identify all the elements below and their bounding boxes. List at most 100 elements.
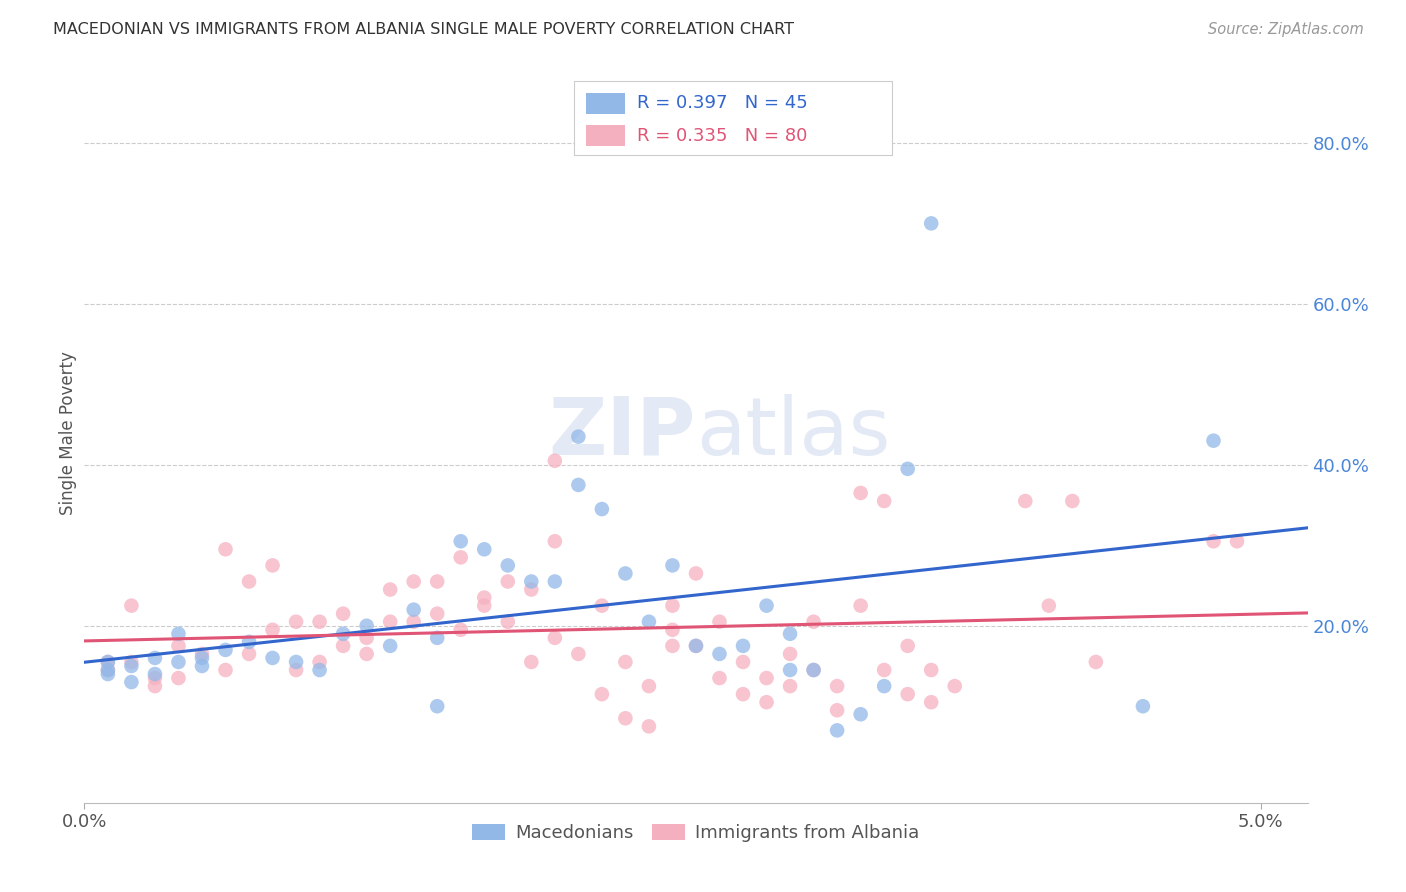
Point	[614, 711, 637, 725]
Point	[143, 651, 166, 665]
Point	[849, 707, 872, 722]
Point	[426, 607, 449, 621]
Point	[402, 615, 425, 629]
Point	[285, 663, 308, 677]
Point	[825, 723, 848, 738]
Point	[920, 695, 942, 709]
Point	[779, 679, 801, 693]
Point	[873, 494, 896, 508]
Point	[191, 659, 214, 673]
Point	[920, 663, 942, 677]
Point	[897, 462, 920, 476]
Legend: Macedonians, Immigrants from Albania: Macedonians, Immigrants from Albania	[465, 816, 927, 849]
Point	[544, 574, 567, 589]
Point	[450, 534, 472, 549]
Point	[120, 655, 142, 669]
Point	[167, 671, 190, 685]
Point	[685, 566, 707, 581]
Point	[214, 643, 236, 657]
Point	[1038, 599, 1060, 613]
Point	[709, 647, 731, 661]
Point	[262, 651, 284, 665]
Point	[591, 502, 613, 516]
Point	[97, 663, 120, 677]
Point	[544, 534, 567, 549]
Point	[897, 639, 920, 653]
Point	[472, 542, 495, 557]
Point	[779, 647, 801, 661]
Point	[332, 639, 354, 653]
Text: ZIP: ZIP	[548, 393, 696, 472]
Point	[661, 623, 683, 637]
Point	[285, 615, 308, 629]
Point	[591, 599, 613, 613]
Point	[755, 695, 778, 709]
Point	[308, 615, 330, 629]
Point	[661, 558, 683, 573]
Point	[262, 558, 284, 573]
Point	[779, 627, 801, 641]
Point	[779, 663, 801, 677]
Point	[496, 615, 519, 629]
Point	[567, 647, 589, 661]
Point	[308, 663, 330, 677]
Point	[167, 627, 190, 641]
Point	[143, 671, 166, 685]
Point	[849, 486, 872, 500]
Text: R = 0.397   N = 45: R = 0.397 N = 45	[637, 95, 808, 112]
Point	[614, 655, 637, 669]
Point	[308, 655, 330, 669]
Point	[567, 478, 589, 492]
FancyBboxPatch shape	[586, 93, 626, 113]
Point	[238, 574, 260, 589]
Text: R = 0.335   N = 80: R = 0.335 N = 80	[637, 127, 807, 145]
Point	[120, 659, 142, 673]
Point	[709, 671, 731, 685]
Point	[638, 679, 661, 693]
Point	[356, 647, 378, 661]
Point	[1132, 699, 1154, 714]
Text: atlas: atlas	[696, 393, 890, 472]
Point	[897, 687, 920, 701]
Point	[755, 599, 778, 613]
Point	[920, 216, 942, 230]
Point	[661, 639, 683, 653]
Point	[426, 574, 449, 589]
Point	[262, 623, 284, 637]
Point	[167, 655, 190, 669]
Point	[1226, 534, 1249, 549]
Point	[402, 602, 425, 616]
Point	[120, 675, 142, 690]
Point	[426, 631, 449, 645]
Point	[849, 599, 872, 613]
Point	[520, 582, 543, 597]
Point	[332, 627, 354, 641]
Point	[97, 667, 120, 681]
Point	[544, 631, 567, 645]
FancyBboxPatch shape	[574, 81, 891, 155]
Point	[356, 631, 378, 645]
Point	[120, 599, 142, 613]
Point	[661, 599, 683, 613]
Point	[402, 574, 425, 589]
Y-axis label: Single Male Poverty: Single Male Poverty	[59, 351, 77, 515]
Point	[544, 454, 567, 468]
Point	[731, 655, 754, 669]
Point	[614, 566, 637, 581]
Point	[803, 663, 825, 677]
Point	[380, 615, 402, 629]
Point	[825, 679, 848, 693]
Point	[472, 591, 495, 605]
Point	[191, 647, 214, 661]
Point	[426, 699, 449, 714]
Point	[709, 615, 731, 629]
FancyBboxPatch shape	[586, 126, 626, 146]
Point	[143, 679, 166, 693]
Point	[755, 671, 778, 685]
Point	[143, 667, 166, 681]
Point	[472, 599, 495, 613]
Point	[191, 651, 214, 665]
Point	[1014, 494, 1036, 508]
Point	[97, 655, 120, 669]
Point	[1062, 494, 1084, 508]
